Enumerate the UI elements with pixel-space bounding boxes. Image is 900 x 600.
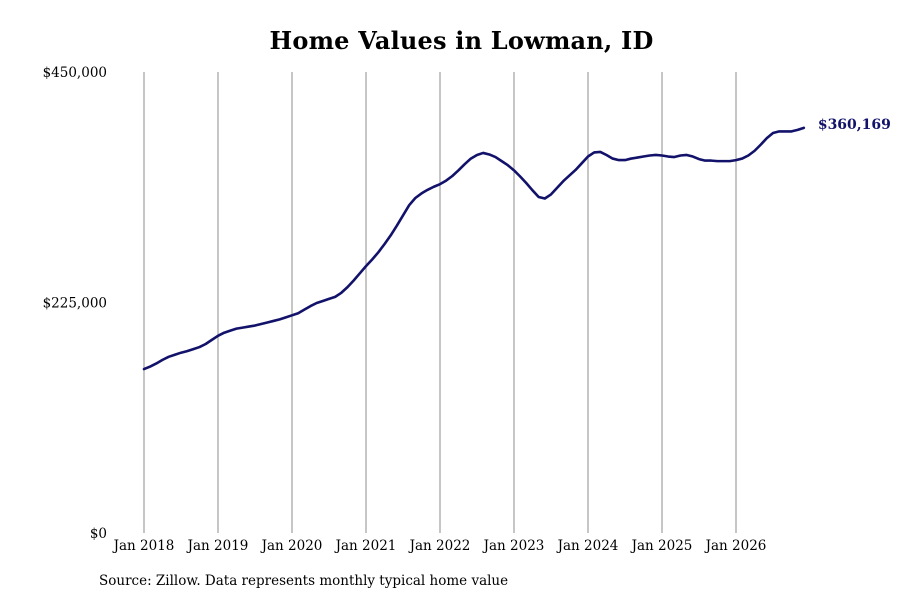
x-tick-label: Jan 2019 (186, 538, 249, 554)
x-tick-label: Jan 2025 (630, 538, 693, 554)
x-tick-label: Jan 2026 (704, 538, 767, 554)
series-line (142, 126, 806, 371)
x-tick-label: Jan 2022 (408, 538, 471, 554)
x-tick-label: Jan 2018 (112, 538, 175, 554)
y-tick-label: $0 (90, 526, 107, 542)
x-tick-label: Jan 2023 (482, 538, 545, 554)
source-note: Source: Zillow. Data represents monthly … (99, 573, 509, 589)
chart-title: Home Values in Lowman, ID (269, 26, 654, 55)
y-tick-label: $450,000 (43, 65, 107, 81)
x-axis-ticks: Jan 2018 Jan 2019 Jan 2020 Jan 2021 Jan 2022… (112, 538, 767, 554)
x-tick-label: Jan 2021 (334, 538, 397, 554)
y-tick-label: $225,000 (43, 296, 107, 312)
gridlines (143, 72, 737, 533)
x-tick-label: Jan 2024 (556, 538, 619, 554)
y-axis-ticks: $0 $225,000 $450,000 (43, 65, 107, 542)
end-value-label: $360,169 (818, 117, 891, 133)
x-tick-label: Jan 2020 (260, 538, 323, 554)
